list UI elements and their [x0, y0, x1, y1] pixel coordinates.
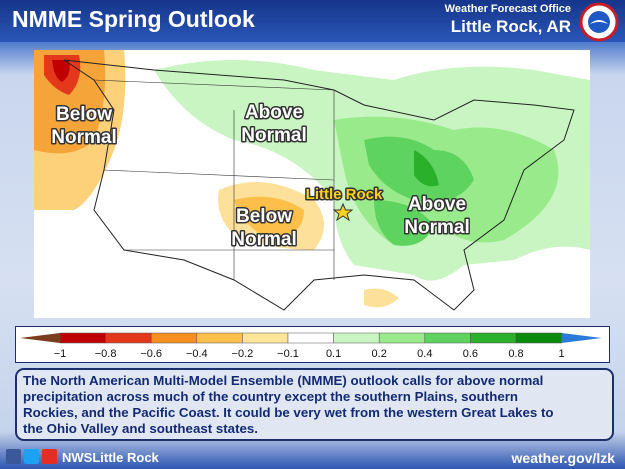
legend-segment [424, 332, 471, 344]
legend-segment [59, 332, 106, 344]
legend-tick-label: −0.6 [140, 348, 162, 360]
map-label: Normal [404, 217, 469, 238]
legend-tick-label: −0.4 [186, 348, 208, 360]
legend-end [20, 333, 60, 343]
map-label: Normal [51, 127, 116, 148]
city-star [332, 202, 354, 222]
social-handle: NWSLittle Rock [62, 450, 159, 465]
map-label: Normal [231, 229, 296, 250]
legend-tick-label: −0.1 [277, 348, 299, 360]
legend-segment [287, 332, 334, 344]
legend-tick-label: −1 [54, 348, 67, 360]
legend-segment [105, 332, 152, 344]
legend-tick-label: −0.2 [232, 348, 254, 360]
legend-tick-label: 0.1 [326, 348, 341, 360]
map-label: Above [245, 102, 303, 123]
legend-tick-label: 0.6 [463, 348, 478, 360]
map-label: Above [408, 194, 466, 215]
footer: NWSLittle Rock weather.gov/lzk [0, 446, 625, 469]
legend-tick-label: 1 [559, 348, 565, 360]
legend-segment [333, 332, 380, 344]
city-label: Little Rock [306, 186, 383, 203]
legend-tick-label: 0.2 [372, 348, 387, 360]
legend-tick-label: 0.4 [417, 348, 432, 360]
legend-tick-label: −0.8 [95, 348, 117, 360]
outlook-map: Below Normal Above Normal Below Normal A… [34, 50, 590, 318]
title: NMME Spring Outlook [12, 6, 255, 32]
office-name: Weather Forecast Office [444, 3, 571, 15]
description-line: Rockies, and the Pacific Coast. It could… [23, 405, 554, 420]
website: weather.gov/lzk [511, 450, 615, 466]
office-city: Little Rock, AR [450, 17, 571, 36]
legend-segment [150, 332, 198, 344]
nws-logo [579, 2, 619, 42]
legend-tick-label: 0.8 [508, 348, 523, 360]
legend-segment [378, 332, 426, 344]
legend-segment [242, 332, 289, 344]
legend-segment [196, 332, 243, 344]
color-legend: −1 −0.8 −0.6 −0.4 −0.2 −0.1 0.1 0.2 0.4 0.6 0.8 1 [15, 326, 610, 363]
map-label: Normal [241, 125, 306, 146]
legend-end [561, 333, 602, 343]
header: NMME Spring Outlook Weather Forecast Off… [0, 0, 625, 42]
description: The North American Multi-Model Ensemble … [15, 368, 614, 441]
youtube-icon[interactable] [42, 449, 57, 464]
legend-segment [515, 332, 562, 344]
facebook-icon[interactable] [6, 449, 21, 464]
description-line: the Ohio Valley and southeast states. [23, 421, 258, 436]
description-line: The North American Multi-Model Ensemble … [23, 373, 544, 388]
map-label: Below [56, 104, 112, 125]
twitter-icon[interactable] [24, 449, 39, 464]
description-line: precipitation across much of the country… [23, 389, 519, 404]
legend-segment [470, 332, 517, 344]
map-label: Below [236, 206, 292, 227]
